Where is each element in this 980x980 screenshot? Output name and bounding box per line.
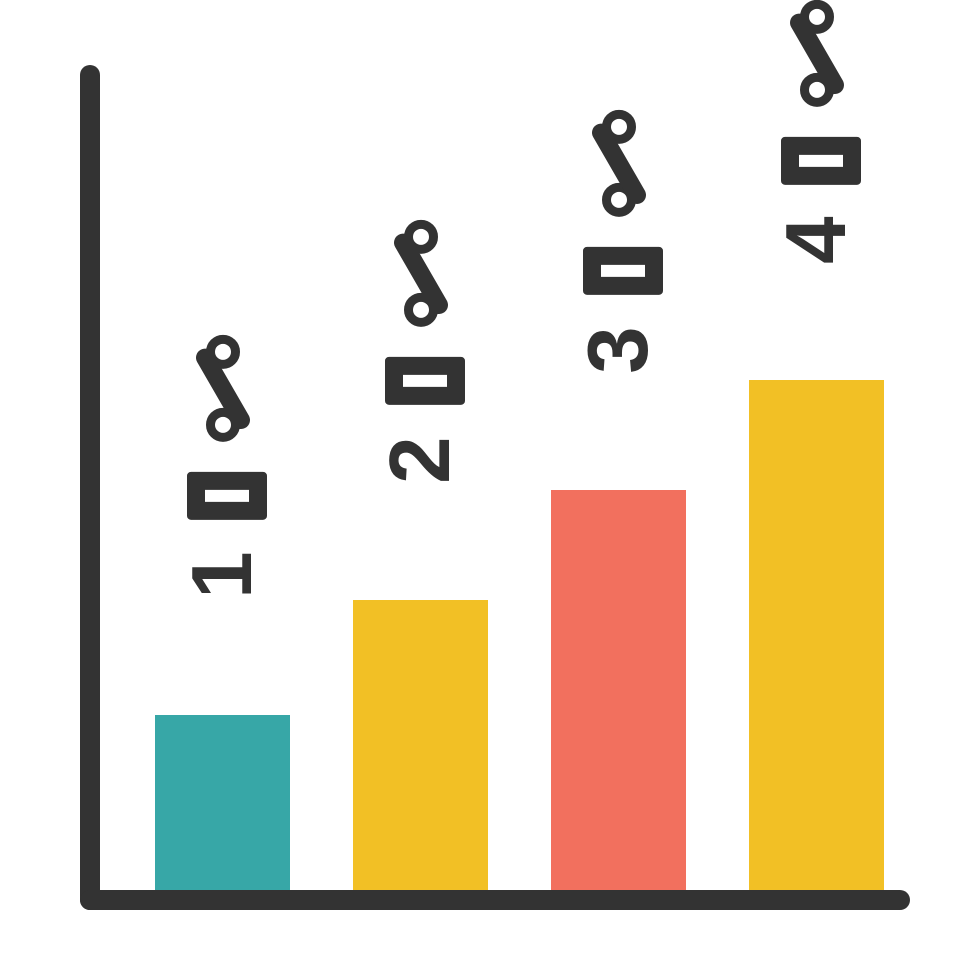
bar-label-digit: 1 [174,549,272,598]
bar-label: 2 [372,220,470,484]
bar-label: 3 [570,110,668,374]
bar-label-digit: 2 [372,434,470,483]
bar [155,715,290,890]
x-axis [80,890,910,910]
bar-label-zero [187,472,267,520]
bar-group: 1 [155,715,290,890]
y-axis [80,65,100,910]
bars-container: 1234 [155,380,884,890]
percent-icon [178,335,268,441]
bar-group: 3 [551,490,686,890]
bar [551,490,686,890]
bar-label-zero [781,137,861,185]
bar-label-digit: 4 [768,214,866,263]
percent-icon [772,0,862,106]
bar-label: 4 [768,0,866,264]
percent-icon [376,220,466,326]
chart-stage: 1234 [0,0,980,980]
bar-label-digit: 3 [570,324,668,373]
bar [353,600,488,890]
bar-label-zero [385,357,465,405]
bar-group: 2 [353,600,488,890]
bar-group: 4 [749,380,884,890]
percent-icon [574,110,664,216]
bar [749,380,884,890]
bar-label-zero [583,247,663,295]
bar-label: 1 [174,335,272,599]
